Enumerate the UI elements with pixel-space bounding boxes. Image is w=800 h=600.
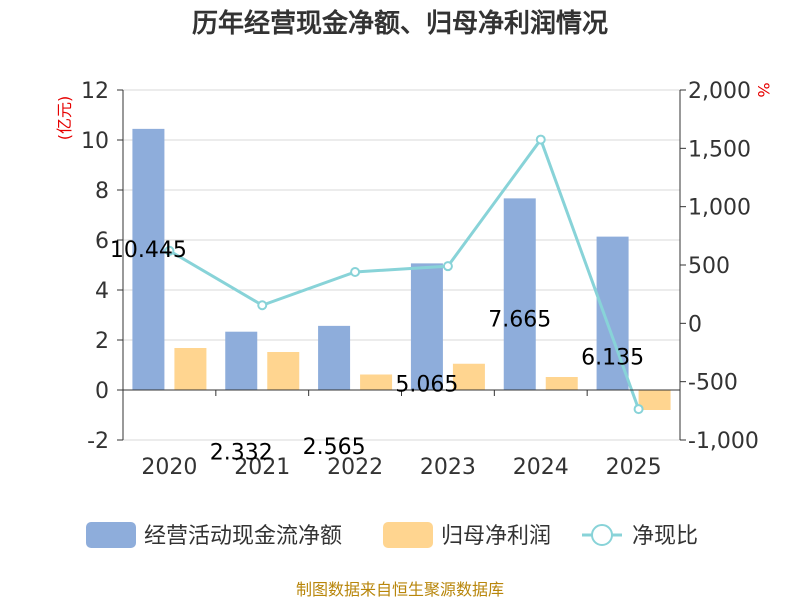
- bar-operating-cash-flow: [318, 325, 351, 390]
- line-point: [350, 267, 361, 277]
- bar-operating-cash-flow: [503, 198, 536, 390]
- legend-swatch: [383, 522, 433, 548]
- bars: [132, 128, 671, 410]
- x-tick-label: 2024: [513, 455, 569, 480]
- data-label: 2.565: [303, 435, 366, 460]
- legend-item[interactable]: 归母净利润: [383, 522, 551, 549]
- y-right-tick-label: 2,000: [688, 79, 751, 104]
- line-series: [164, 134, 644, 415]
- legend-item[interactable]: 经营活动现金流净额: [86, 522, 342, 549]
- y-left-tick-label: 2: [95, 329, 109, 354]
- bar-net-profit: [360, 374, 393, 390]
- bar-net-profit: [638, 390, 671, 410]
- y-right-tick-label: 1,500: [688, 137, 751, 162]
- data-label: 6.135: [581, 346, 644, 371]
- y-left-tick-label: 12: [81, 79, 109, 104]
- y-left-tick-label: 6: [95, 229, 109, 254]
- bar-net-profit: [174, 348, 207, 390]
- bar-net-profit: [452, 363, 485, 390]
- legend[interactable]: 经营活动现金流净额 归母净利润 净现比: [86, 522, 698, 549]
- y-right-tick-label: 500: [688, 254, 730, 279]
- y-left-tick-label: 0: [95, 379, 109, 404]
- chart-title: 历年经营现金净额、归母净利润情况: [192, 8, 608, 39]
- x-tick-label: 2023: [420, 455, 476, 480]
- bar-operating-cash-flow: [225, 331, 258, 390]
- x-tick-label: 2022: [327, 455, 383, 480]
- data-labels: 10.445 2.332 2.565 5.065 7.665 6.135: [110, 238, 644, 466]
- legend-label: 净现比: [632, 524, 698, 549]
- x-tick-label: 2020: [141, 455, 197, 480]
- legend-label: 归母净利润: [441, 524, 551, 549]
- y-right-tick-label: -1,000: [688, 429, 759, 454]
- bar-net-profit: [545, 377, 578, 390]
- y-right-tick-label: 0: [688, 312, 702, 337]
- data-label: 5.065: [395, 372, 458, 397]
- bar-operating-cash-flow: [132, 128, 165, 390]
- y-right-unit: %: [754, 82, 773, 97]
- x-tick-label: 2021: [234, 455, 290, 480]
- data-label: 7.665: [488, 307, 551, 332]
- line-point: [535, 134, 546, 145]
- y-right-tick-label: -500: [688, 371, 738, 396]
- y-left-tick-label: -2: [87, 429, 109, 454]
- legend-label: 经营活动现金流净额: [144, 524, 342, 549]
- bar-net-profit: [267, 352, 300, 390]
- line-point: [442, 261, 453, 272]
- legend-marker: [591, 524, 613, 546]
- legend-swatch: [86, 522, 136, 548]
- line-point: [164, 245, 175, 256]
- y-left-tick-label: 8: [95, 179, 109, 204]
- y-left-tick-label: 4: [95, 279, 109, 304]
- x-tick-label: 2025: [606, 455, 662, 480]
- axes: 12 10 8 6 4 2 0 -2 2,000 1,500 1,000 500 0 -500 -1,000…: [55, 79, 773, 480]
- bar-operating-cash-flow: [410, 263, 443, 390]
- data-label: 2.332: [210, 441, 273, 466]
- y-left-unit: (亿元): [55, 96, 74, 141]
- legend-item[interactable]: 净现比: [582, 524, 698, 549]
- source-footer: 制图数据来自恒生聚源数据库: [296, 580, 504, 599]
- data-label: 10.445: [110, 238, 187, 263]
- y-left-tick-label: 10: [81, 129, 109, 154]
- line-point: [257, 300, 268, 311]
- y-right-tick-label: 1,000: [688, 196, 751, 221]
- line-point: [633, 404, 644, 415]
- line-net-cash-ratio: [168, 136, 640, 410]
